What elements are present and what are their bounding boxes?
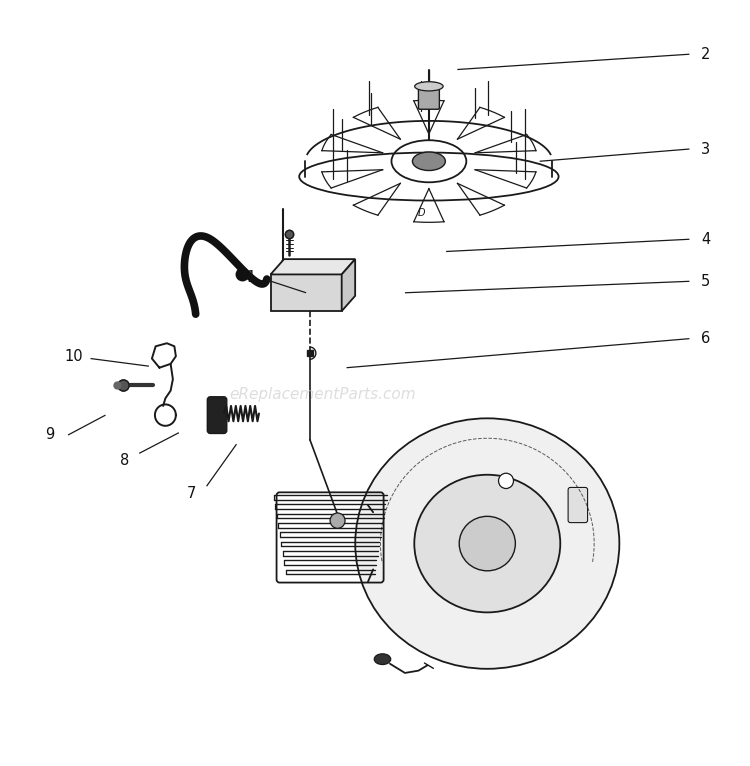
Ellipse shape xyxy=(459,516,515,571)
Text: 2: 2 xyxy=(701,47,710,62)
Text: 1: 1 xyxy=(247,270,256,285)
Text: 4: 4 xyxy=(701,232,710,247)
Polygon shape xyxy=(271,259,356,274)
Ellipse shape xyxy=(356,418,620,669)
FancyBboxPatch shape xyxy=(568,487,587,522)
Polygon shape xyxy=(342,259,355,311)
Text: D: D xyxy=(418,208,425,218)
Text: 6: 6 xyxy=(701,331,710,346)
Text: 8: 8 xyxy=(119,453,129,469)
Ellipse shape xyxy=(413,152,446,171)
Text: 7: 7 xyxy=(187,486,196,502)
Polygon shape xyxy=(271,274,342,311)
Ellipse shape xyxy=(415,82,443,91)
Text: 5: 5 xyxy=(701,273,710,289)
Text: eReplacementParts.com: eReplacementParts.com xyxy=(230,387,416,402)
Circle shape xyxy=(499,473,514,489)
Ellipse shape xyxy=(414,475,560,612)
Ellipse shape xyxy=(374,654,391,665)
Text: 9: 9 xyxy=(45,427,54,443)
FancyBboxPatch shape xyxy=(207,397,226,434)
Text: 3: 3 xyxy=(701,142,710,156)
Text: 10: 10 xyxy=(64,349,83,364)
FancyBboxPatch shape xyxy=(419,88,440,110)
Circle shape xyxy=(330,513,345,529)
